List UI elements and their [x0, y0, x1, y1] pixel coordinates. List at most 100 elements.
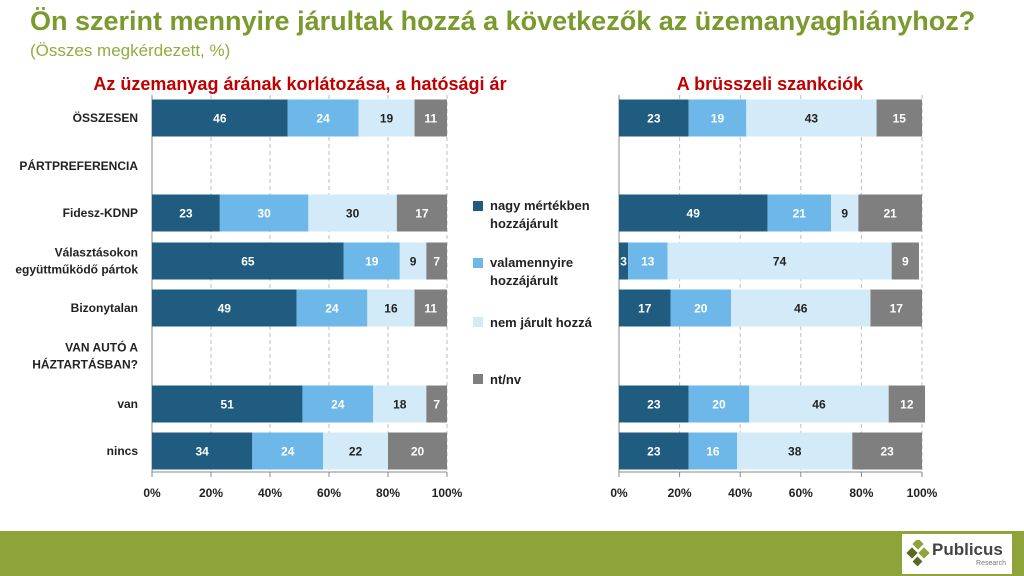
bar-value-label: 9 [410, 255, 417, 269]
bar-value-label: 24 [331, 398, 345, 412]
bar-segment [152, 242, 344, 280]
x-tick-label: 0% [610, 486, 628, 500]
bar-value-label: 34 [195, 445, 209, 459]
bar-value-label: 30 [257, 207, 271, 221]
bar-segment [399, 242, 427, 280]
x-tick-label: 80% [849, 486, 873, 500]
bar-value-label: 46 [812, 398, 826, 412]
bar-value-label: 51 [221, 398, 235, 412]
legend-swatch [473, 258, 483, 268]
publicus-logo: Publicus Research [902, 534, 1012, 574]
x-tick-label: 100% [432, 486, 463, 500]
bar-segment [152, 432, 253, 470]
row-label: Választásokon [55, 246, 138, 260]
row-label: van [117, 397, 138, 411]
bar-value-label: 46 [213, 112, 227, 126]
bar-value-label: 21 [793, 207, 807, 221]
bar-segment [619, 242, 629, 280]
bar-value-label: 43 [805, 112, 819, 126]
x-tick-label: 100% [907, 486, 938, 500]
bar-segment [749, 385, 889, 423]
logo-name: Publicus [932, 540, 1003, 559]
bar-value-label: 3 [620, 255, 627, 269]
bar-segment [343, 242, 400, 280]
bar-segment [852, 432, 922, 470]
bar-value-label: 17 [415, 207, 429, 221]
bar-value-label: 23 [880, 445, 894, 459]
bar-value-label: 20 [694, 302, 708, 316]
x-tick-label: 60% [317, 486, 341, 500]
bar-segment [152, 385, 303, 423]
bar-value-label: 11 [424, 302, 437, 316]
row-label: VAN AUTÓ A [65, 340, 138, 355]
bar-segment [373, 385, 427, 423]
row-label: Fidesz-KDNP [63, 206, 138, 220]
legend-label: hozzájárult [490, 273, 559, 288]
bar-segment [619, 289, 671, 327]
legend-label: hozzájárult [490, 216, 559, 231]
bar-value-label: 15 [893, 112, 907, 126]
bar-segment [688, 432, 738, 470]
bar-segment [302, 385, 374, 423]
bar-value-label: 23 [179, 207, 193, 221]
legend-label: nem járult hozzá [490, 315, 593, 330]
charts-area: 0% 20% 40% 60% 80% 100% 46 24 19 11 23 30 30 17 65 19 9 7… [15, 95, 938, 500]
bar-segment [888, 385, 926, 423]
bar-value-label: 20 [712, 398, 726, 412]
bar-value-label: 12 [900, 398, 914, 412]
bar-value-label: 9 [841, 207, 848, 221]
bar-segment [426, 385, 447, 423]
bar-segment [870, 289, 922, 327]
bar-value-label: 19 [711, 112, 725, 126]
bar-segment [767, 194, 832, 232]
legend-label: nagy mértékben [490, 198, 590, 213]
bar-value-label: 7 [433, 255, 440, 269]
bar-segment [619, 432, 689, 470]
bar-segment [367, 289, 415, 327]
x-tick-label: 40% [728, 486, 752, 500]
bar-value-label: 49 [687, 207, 701, 221]
bar-value-label: 18 [393, 398, 407, 412]
legend-swatch [473, 317, 483, 327]
bar-value-label: 13 [641, 255, 655, 269]
logo-sub: Research [976, 560, 1006, 567]
row-label: HÁZTARTÁSBAN? [32, 357, 138, 372]
bar-value-label: 24 [281, 445, 295, 459]
bar-value-label: 74 [773, 255, 787, 269]
bar-segment [619, 99, 689, 137]
x-tick-label: 80% [376, 486, 400, 500]
bar-segment [891, 242, 919, 280]
bar-value-label: 38 [788, 445, 802, 459]
bar-value-label: 17 [638, 302, 652, 316]
bar-value-label: 22 [349, 445, 363, 459]
bar-segment [876, 99, 922, 137]
bar-segment [152, 99, 288, 137]
bar-value-label: 21 [884, 207, 898, 221]
row-label: PÁRTPREFERENCIA [19, 158, 138, 173]
bar-segment [388, 432, 447, 470]
bar-segment [358, 99, 415, 137]
bar-value-label: 23 [647, 445, 661, 459]
bar-segment [831, 194, 859, 232]
bar-value-label: 30 [346, 207, 360, 221]
chart-title-price-cap: Az üzemanyag árának korlátozása, a hatós… [93, 74, 507, 94]
publicus-logo-icon [906, 540, 930, 566]
bar-segment [858, 194, 922, 232]
bar-segment [688, 385, 750, 423]
bar-segment [746, 99, 877, 137]
legend-label: valamennyire [490, 255, 573, 270]
legend-swatch [473, 374, 483, 384]
bar-value-label: 11 [424, 112, 437, 126]
bar-value-label: 7 [433, 398, 440, 412]
bar-segment [323, 432, 388, 470]
bar-value-label: 20 [411, 445, 425, 459]
x-tick-label: 0% [143, 486, 161, 500]
x-tick-label: 40% [258, 486, 282, 500]
bar-value-label: 24 [316, 112, 330, 126]
bar-value-label: 24 [325, 302, 339, 316]
bar-value-label: 49 [218, 302, 232, 316]
bar-segment [426, 242, 447, 280]
bar-segment [252, 432, 324, 470]
bar-value-label: 16 [706, 445, 720, 459]
x-tick-label: 60% [789, 486, 813, 500]
